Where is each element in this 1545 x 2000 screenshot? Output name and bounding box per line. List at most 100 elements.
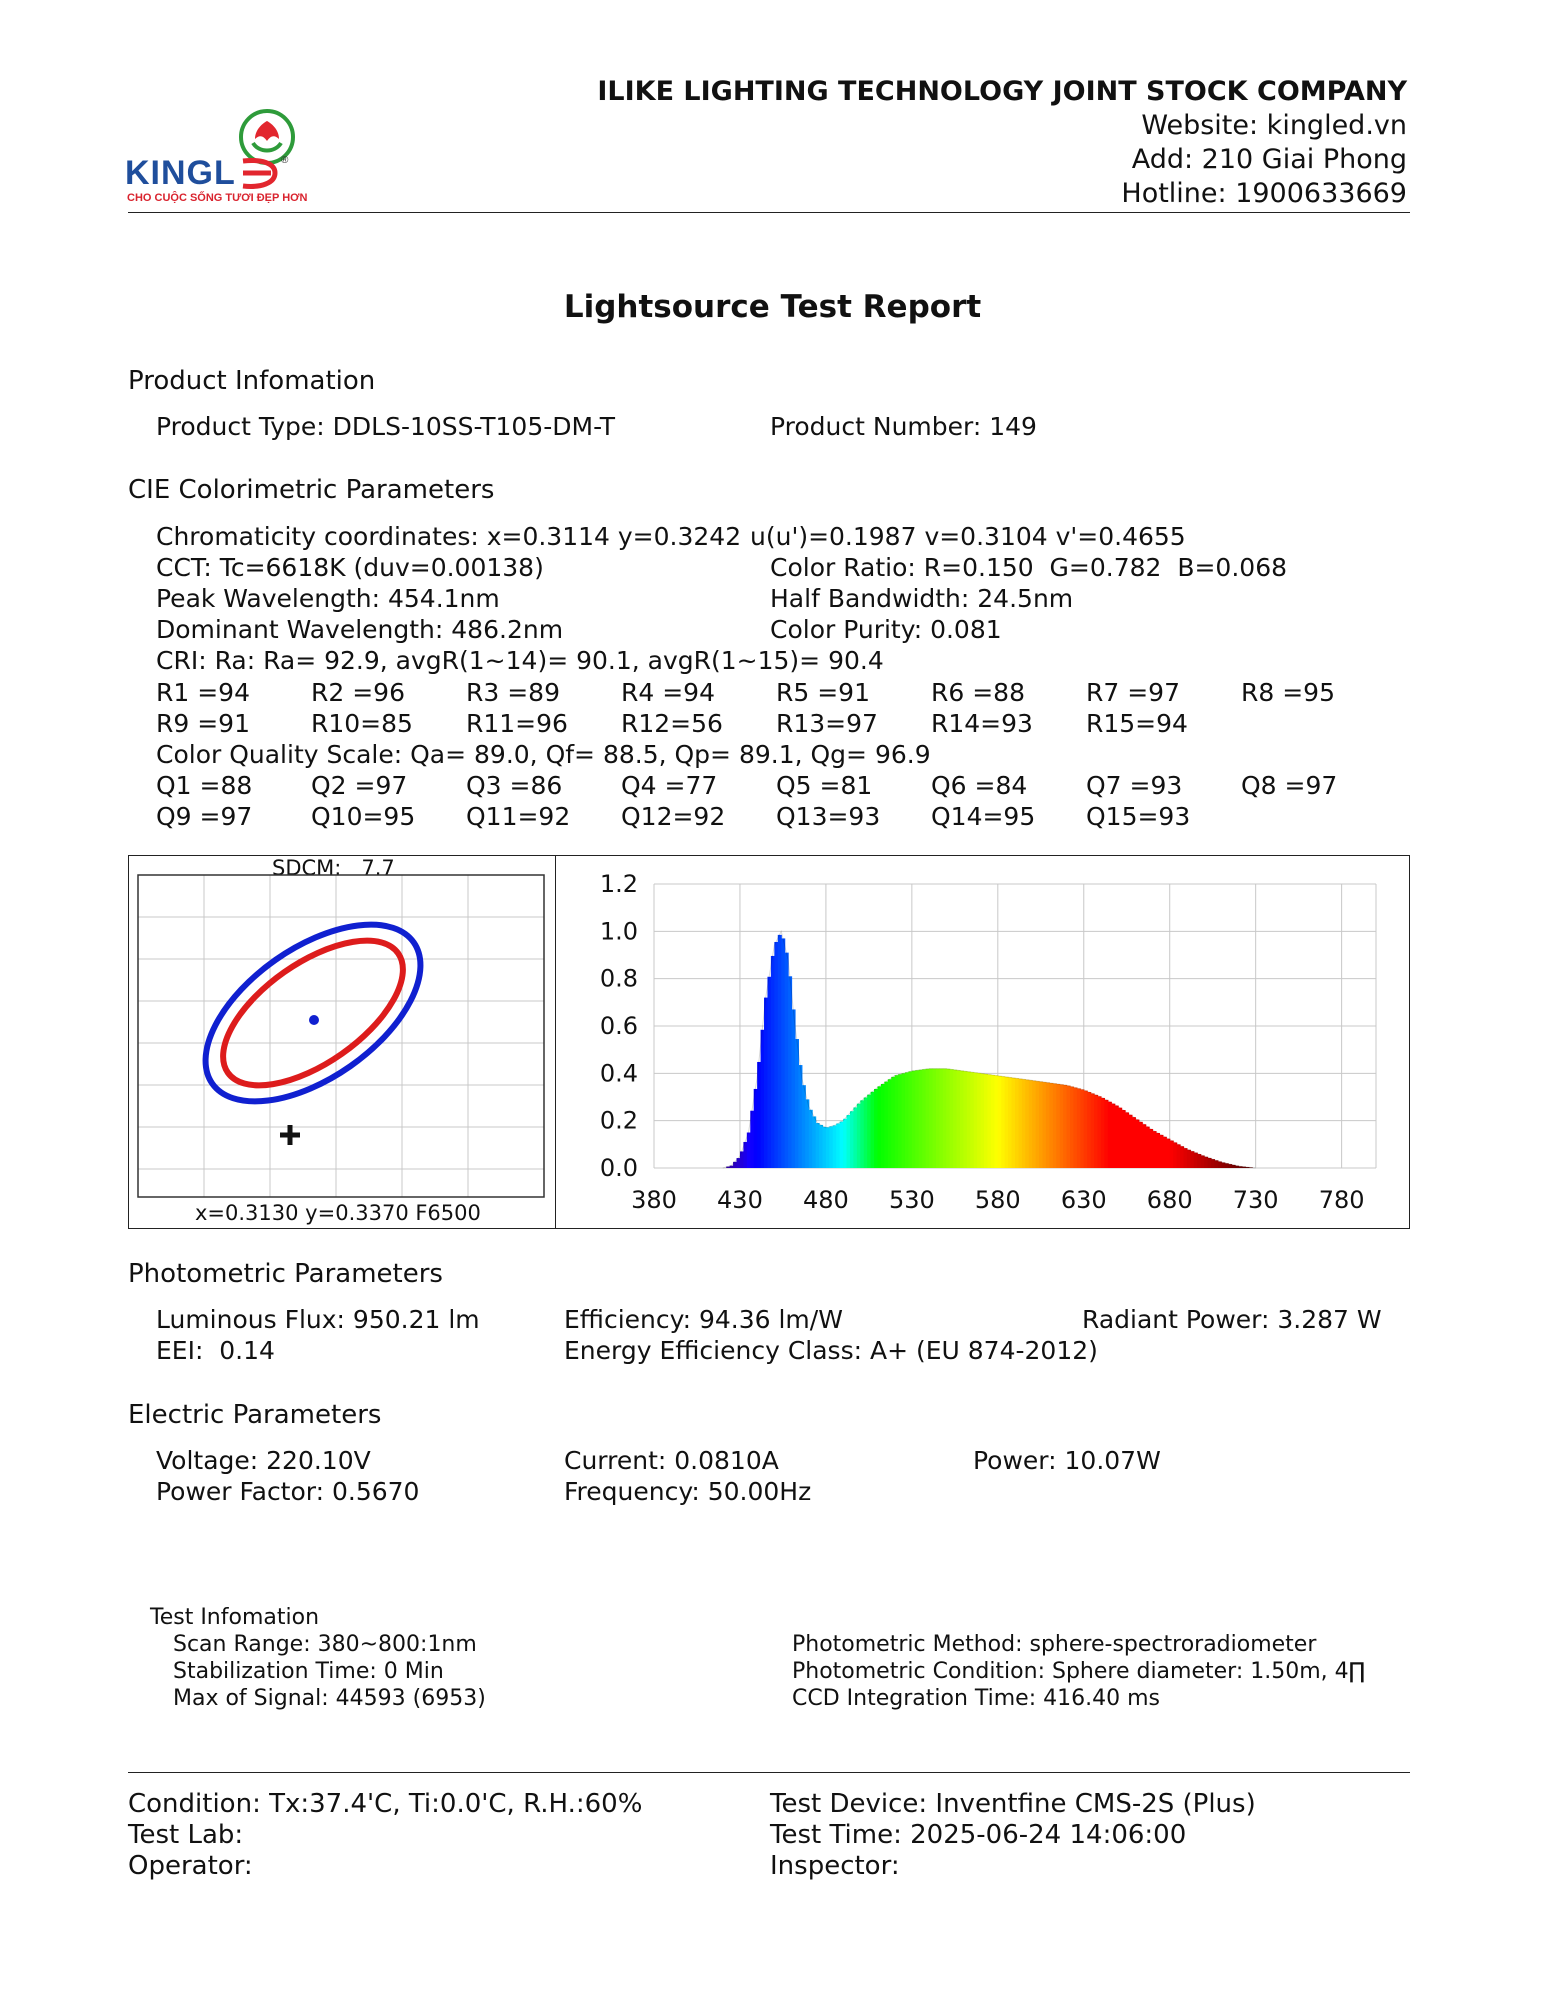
svg-text:®: ® — [281, 155, 289, 166]
report-title: Lightsource Test Report — [563, 289, 982, 325]
plots-divider — [555, 855, 556, 1229]
spectrum-bar — [922, 1069, 927, 1168]
efficiency: Efficiency: 94.36 lm/W — [564, 1305, 843, 1334]
spectrum-bar — [849, 1111, 855, 1168]
spectrum-bar — [739, 1151, 744, 1168]
spectrum-bar — [884, 1081, 889, 1168]
spectrum-bar — [1080, 1089, 1085, 1168]
spectrum-bar — [760, 1029, 765, 1168]
sdcm-reference-cross — [280, 1125, 300, 1145]
voltage: Voltage: 220.10V — [156, 1446, 371, 1475]
spectrum-bar — [939, 1068, 944, 1168]
sdcm-axes-frame — [137, 874, 545, 1198]
spectrum-bar — [1221, 1162, 1226, 1168]
photometric-heading: Photometric Parameters — [128, 1259, 443, 1289]
q-value: Q7 =93 — [1086, 771, 1183, 800]
spectrum-bar — [774, 941, 779, 1168]
test-time: Test Time: 2025-06-24 14:06:00 — [770, 1820, 1187, 1850]
spectrum-bar — [794, 1039, 799, 1168]
spectrum-bar — [1135, 1119, 1140, 1168]
spectrum-bar — [963, 1071, 968, 1168]
spectrum-bar — [1018, 1078, 1023, 1168]
spectrum-bar — [918, 1069, 923, 1168]
r-value: R14=93 — [931, 709, 1033, 738]
x-tick-label: 430 — [717, 1186, 763, 1214]
spectrum-bar — [863, 1097, 868, 1168]
r-value: R10=85 — [311, 709, 413, 738]
footer-divider — [128, 1772, 1410, 1773]
y-tick-label: 0.8 — [600, 965, 638, 993]
spectrum-bar — [911, 1070, 916, 1168]
spectrum-bar — [843, 1118, 848, 1168]
spectrum-bar — [1087, 1092, 1092, 1168]
r-value: R6 =88 — [931, 678, 1025, 707]
test-condition: Condition: Tx:37.4'C, Ti:0.0'C, R.H.:60% — [128, 1789, 643, 1819]
spectrum-bar — [990, 1074, 995, 1168]
spectrum-bar — [1245, 1167, 1250, 1168]
chromaticity: Chromaticity coordinates: x=0.3114 y=0.3… — [156, 522, 742, 551]
spectrum-bar — [953, 1069, 958, 1168]
q-value: Q6 =84 — [931, 771, 1028, 800]
spectrum-bar — [1083, 1090, 1088, 1168]
x-tick-label: 680 — [1147, 1186, 1193, 1214]
spectrum-bar — [1004, 1076, 1009, 1168]
q-value: Q5 =81 — [776, 771, 873, 800]
ccd-integration-time: CCD Integration Time: 416.40 ms — [792, 1686, 1160, 1711]
radiant-power: Radiant Power: 3.287 W — [1082, 1305, 1382, 1334]
spectrum-bar — [1114, 1105, 1119, 1168]
company-logo: KINGL ® CHO CUỘC SỐNG TƯƠI ĐẸP HƠN — [125, 105, 325, 210]
spectrum-bar — [829, 1126, 834, 1168]
r-value: R4 =94 — [621, 678, 715, 707]
spectrum-bar — [819, 1124, 824, 1168]
peak-wavelength: Peak Wavelength: 454.1nm — [156, 584, 500, 613]
x-tick-label: 780 — [1319, 1186, 1365, 1214]
cqs-summary: Color Quality Scale: Qa= 89.0, Qf= 88.5,… — [156, 740, 931, 769]
spectrum-bar — [1210, 1159, 1216, 1168]
spectrum-bar — [1063, 1084, 1068, 1168]
r-value: R15=94 — [1086, 709, 1188, 738]
spectrum-bar — [815, 1123, 820, 1168]
spectrum-bar — [1049, 1083, 1054, 1168]
x-tick-label: 530 — [889, 1186, 935, 1214]
spectrum-bar — [1217, 1161, 1222, 1168]
spectrum-bar — [1214, 1160, 1219, 1168]
spectrum-bar — [1204, 1156, 1209, 1168]
spectrum-bar — [1059, 1084, 1064, 1168]
test-lab: Test Lab: — [128, 1820, 244, 1850]
spectrum-bar — [1001, 1076, 1006, 1168]
spectrum-bar — [1052, 1083, 1057, 1168]
spectrum-bar — [767, 976, 772, 1168]
spectrum-bar — [746, 1132, 751, 1168]
spectrum-bar — [1169, 1140, 1174, 1168]
spectrum-bar — [977, 1073, 982, 1168]
spectrum-bar — [997, 1075, 1002, 1168]
spectrum-bar — [1066, 1085, 1071, 1168]
plots-frame — [128, 855, 1410, 1229]
spectrum-bar — [1015, 1078, 1020, 1168]
x-tick-label: 380 — [631, 1186, 677, 1214]
sdcm-measured-point — [309, 1015, 319, 1025]
spectrum-bar — [1183, 1148, 1188, 1168]
y-tick-label: 0.2 — [600, 1107, 638, 1135]
spectrum-bar — [839, 1121, 844, 1168]
spectrum-bar — [959, 1070, 965, 1168]
q-value: Q4 =77 — [621, 771, 718, 800]
q-value: Q11=92 — [466, 802, 571, 831]
product-type: Product Type: DDLS-10SS-T105-DM-T — [156, 412, 616, 441]
spectrum-bar — [932, 1068, 937, 1168]
spectrum-bar — [729, 1165, 734, 1168]
cie-heading: CIE Colorimetric Parameters — [128, 475, 495, 505]
spectrum-bar — [870, 1091, 875, 1168]
spectrum-bar — [1180, 1146, 1185, 1168]
spectrum-bar — [1011, 1077, 1016, 1168]
spectrum-bar — [1042, 1082, 1047, 1168]
q-value: Q2 =97 — [311, 771, 408, 800]
cri-summary: CRI: Ra: Ra= 92.9, avgR(1~14)= 90.1, avg… — [156, 646, 884, 675]
spectrum-bar — [1107, 1101, 1112, 1168]
y-tick-label: 0.0 — [600, 1154, 638, 1182]
spectrum-bar — [1197, 1154, 1202, 1168]
spectrum-bar — [1241, 1166, 1246, 1168]
q-value: Q9 =97 — [156, 802, 253, 831]
spectrum-bar — [901, 1073, 906, 1168]
spectrum-bar — [1159, 1134, 1164, 1168]
